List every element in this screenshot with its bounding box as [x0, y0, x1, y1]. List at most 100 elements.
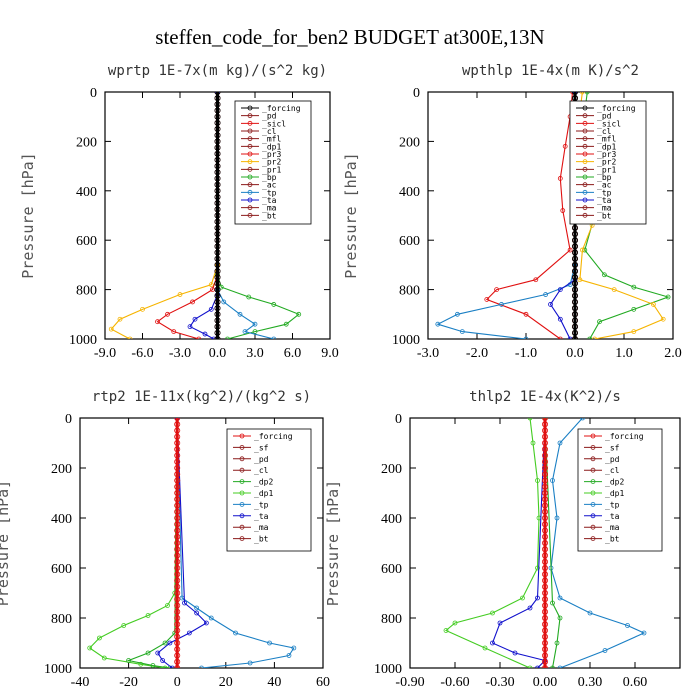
series-marker: [580, 418, 585, 421]
series-marker: [202, 331, 208, 337]
series-marker: [572, 317, 579, 324]
legend-marker: [247, 159, 253, 165]
legend-entry: _ta: [262, 196, 277, 205]
series-marker: [557, 316, 563, 322]
series-marker: [459, 329, 465, 334]
y-tick-label: 400: [399, 185, 420, 200]
y-tick-label: 200: [399, 135, 420, 150]
y-tick-label: 1000: [392, 333, 420, 348]
series-marker: [542, 615, 549, 622]
legend-marker: [247, 182, 253, 188]
x-tick-label: -0.60: [440, 675, 469, 690]
series-marker: [597, 319, 602, 325]
legend-marker: [590, 490, 596, 496]
legend-entry: _ac: [262, 181, 277, 190]
series-marker: [182, 600, 187, 606]
series-marker: [542, 665, 548, 668]
legend: _forcing_pd_sicl_cl_mfl_dp1_pr3_pr2_pr1_…: [569, 100, 647, 225]
y-tick-label: 1000: [69, 333, 97, 348]
series-marker: [631, 284, 637, 290]
legend-marker: [247, 212, 253, 218]
legend-entry: _pd: [262, 112, 277, 121]
y-tick-label: 600: [381, 562, 402, 577]
series-marker: [490, 610, 495, 616]
series-marker: [214, 113, 221, 120]
legend-entry: _forcing: [262, 104, 301, 113]
series-marker: [177, 292, 183, 297]
series-marker: [214, 107, 221, 114]
legend-box: [234, 100, 312, 225]
series-marker: [542, 565, 549, 572]
legend-entry: _tp: [597, 188, 612, 197]
series-marker: [174, 577, 181, 584]
series-marker: [145, 650, 151, 656]
series-marker: [174, 540, 181, 547]
legend-marker: [239, 433, 245, 439]
series-marker: [535, 565, 540, 571]
legend-marker: [247, 197, 253, 203]
legend: _forcing_pd_sicl_cl_mfl_dp1_pr3_pr2_pr1_…: [234, 100, 312, 225]
series-marker: [542, 433, 549, 440]
series-marker: [577, 277, 583, 283]
series-marker: [572, 311, 579, 318]
legend-entry: _dp2: [605, 478, 624, 487]
x-tick-label: 3.0: [246, 346, 264, 361]
y-axis-label: Pressure [hPa]: [324, 480, 342, 606]
series-marker: [121, 623, 127, 628]
legend-entry: _pr3: [262, 150, 281, 159]
series-marker: [214, 193, 221, 200]
series-marker: [557, 615, 563, 621]
series-marker: [542, 483, 549, 490]
y-tick-label: 600: [76, 234, 97, 249]
series-marker: [542, 602, 549, 609]
legend-marker: [239, 524, 245, 530]
series-marker: [214, 181, 221, 188]
series-marker: [271, 302, 277, 307]
series-marker: [221, 299, 227, 305]
y-tick-label: 600: [51, 562, 72, 577]
legend-entry: _tp: [262, 188, 277, 197]
series-marker: [214, 298, 221, 305]
series-marker: [174, 571, 181, 578]
x-tick-label: -3.0: [417, 346, 439, 361]
series-marker: [214, 292, 221, 299]
y-tick-label: 0: [395, 412, 402, 427]
series-marker: [625, 623, 630, 628]
series-marker: [572, 292, 579, 299]
legend-entry: _pd: [254, 455, 269, 464]
legend-marker: [247, 151, 253, 157]
x-tick-label: -0.30: [485, 675, 514, 690]
series-marker: [542, 546, 549, 553]
series-marker: [271, 336, 277, 339]
legend-marker: [582, 205, 588, 211]
series-marker: [214, 175, 221, 182]
series-marker: [214, 255, 221, 262]
series-marker: [512, 650, 518, 656]
series-marker: [572, 329, 579, 336]
series-marker: [542, 652, 549, 659]
series-marker: [138, 661, 144, 667]
legend-entry: _pr2: [597, 158, 616, 167]
y-tick-label: 800: [381, 612, 402, 627]
legend-marker: [247, 166, 253, 172]
x-tick-label: -20: [119, 675, 138, 690]
legend-marker: [247, 120, 253, 126]
legend-entry: _pr3: [597, 150, 616, 159]
series-marker: [214, 218, 221, 225]
series-marker: [214, 243, 221, 250]
series-marker: [196, 336, 202, 339]
series-marker: [214, 336, 221, 339]
series-marker: [162, 665, 168, 668]
series-marker: [174, 602, 181, 609]
x-tick-label: 20: [219, 675, 233, 690]
series-marker: [214, 311, 221, 318]
series-marker: [584, 92, 590, 95]
legend-entry: _bt: [262, 211, 277, 220]
series-marker: [557, 336, 563, 339]
series-marker: [567, 247, 573, 253]
series-marker: [570, 92, 575, 95]
legend-entry: _cl: [262, 127, 277, 136]
chart-title: wprtp 1E-7x(m kg)/(s^2 kg): [108, 63, 327, 79]
x-tick-label: 0: [174, 675, 181, 690]
series-marker: [214, 268, 221, 275]
